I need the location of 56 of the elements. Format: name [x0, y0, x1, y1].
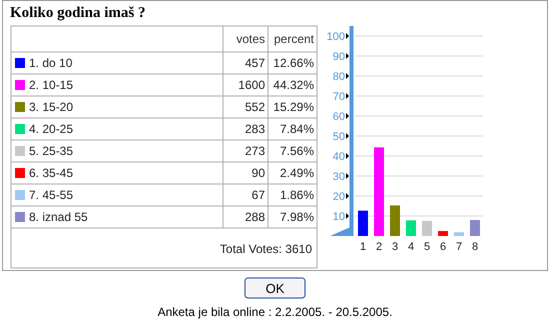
- category-label: 8. iznad 55: [29, 210, 88, 224]
- data-label: 273: [244, 144, 266, 158]
- data-label: 15.29%: [273, 100, 314, 114]
- data-label: 12.66%: [273, 56, 314, 70]
- bar: [454, 232, 464, 236]
- x-tick-label: 2: [376, 241, 382, 253]
- data-label: 552: [244, 100, 266, 114]
- ok-button: OK: [244, 278, 306, 298]
- data-label: 44.32%: [273, 78, 314, 92]
- y-tick-label: 100: [326, 31, 345, 43]
- text: votes: [236, 32, 265, 46]
- bar: [390, 205, 400, 236]
- y-tick-label: 60: [332, 111, 345, 123]
- text: Total Votes: 3610: [220, 242, 312, 256]
- x-tick-label: 7: [456, 241, 462, 253]
- y-tick-label: 40: [332, 151, 345, 163]
- data-label: 90: [252, 166, 266, 180]
- data-label: 457: [244, 56, 266, 70]
- text: Anketa je bila online : 2.2.2005. - 20.5.2005.: [158, 305, 392, 319]
- data-label: 283: [244, 122, 266, 136]
- data-label: 1.86%: [280, 188, 314, 202]
- text: percent: [274, 32, 315, 46]
- data-label: 7.98%: [280, 210, 314, 224]
- bar: [374, 147, 384, 236]
- category-label: 3. 15-20: [29, 100, 74, 114]
- category-label: 7. 45-55: [29, 188, 74, 202]
- bar: [406, 220, 416, 236]
- x-tick-label: 6: [440, 241, 446, 253]
- x-tick-label: 3: [392, 241, 398, 253]
- y-tick-label: 20: [332, 191, 345, 203]
- data-label: 7.56%: [280, 144, 314, 158]
- y-tick-label: 50: [332, 131, 345, 143]
- bar: [470, 220, 480, 236]
- y-tick-label: 90: [332, 51, 345, 63]
- category-label: 2. 10-15: [29, 78, 74, 92]
- bar: [422, 220, 432, 236]
- data-label: 7.84%: [280, 122, 314, 136]
- y-tick-label: 30: [332, 171, 345, 183]
- bar: [358, 210, 368, 236]
- category-label: 5. 25-35: [29, 144, 74, 158]
- data-label: 288: [244, 210, 266, 224]
- category-label: 1. do 10: [29, 56, 73, 70]
- category-label: 4. 20-25: [29, 122, 74, 136]
- data-label: 1600: [238, 78, 266, 92]
- text: Koliko godina imaš ?: [10, 5, 146, 21]
- y-tick-label: 80: [332, 71, 345, 83]
- x-tick-label: 4: [408, 241, 414, 253]
- data-label: 67: [252, 188, 266, 202]
- bar: [438, 231, 448, 236]
- data-label: 2.49%: [280, 166, 314, 180]
- x-tick-label: 5: [424, 241, 430, 253]
- y-tick-label: 10: [332, 211, 345, 223]
- x-tick-label: 1: [360, 241, 366, 253]
- y-tick-label: 70: [332, 91, 345, 103]
- x-tick-label: 8: [472, 241, 478, 253]
- category-label: 6. 35-45: [29, 166, 74, 180]
